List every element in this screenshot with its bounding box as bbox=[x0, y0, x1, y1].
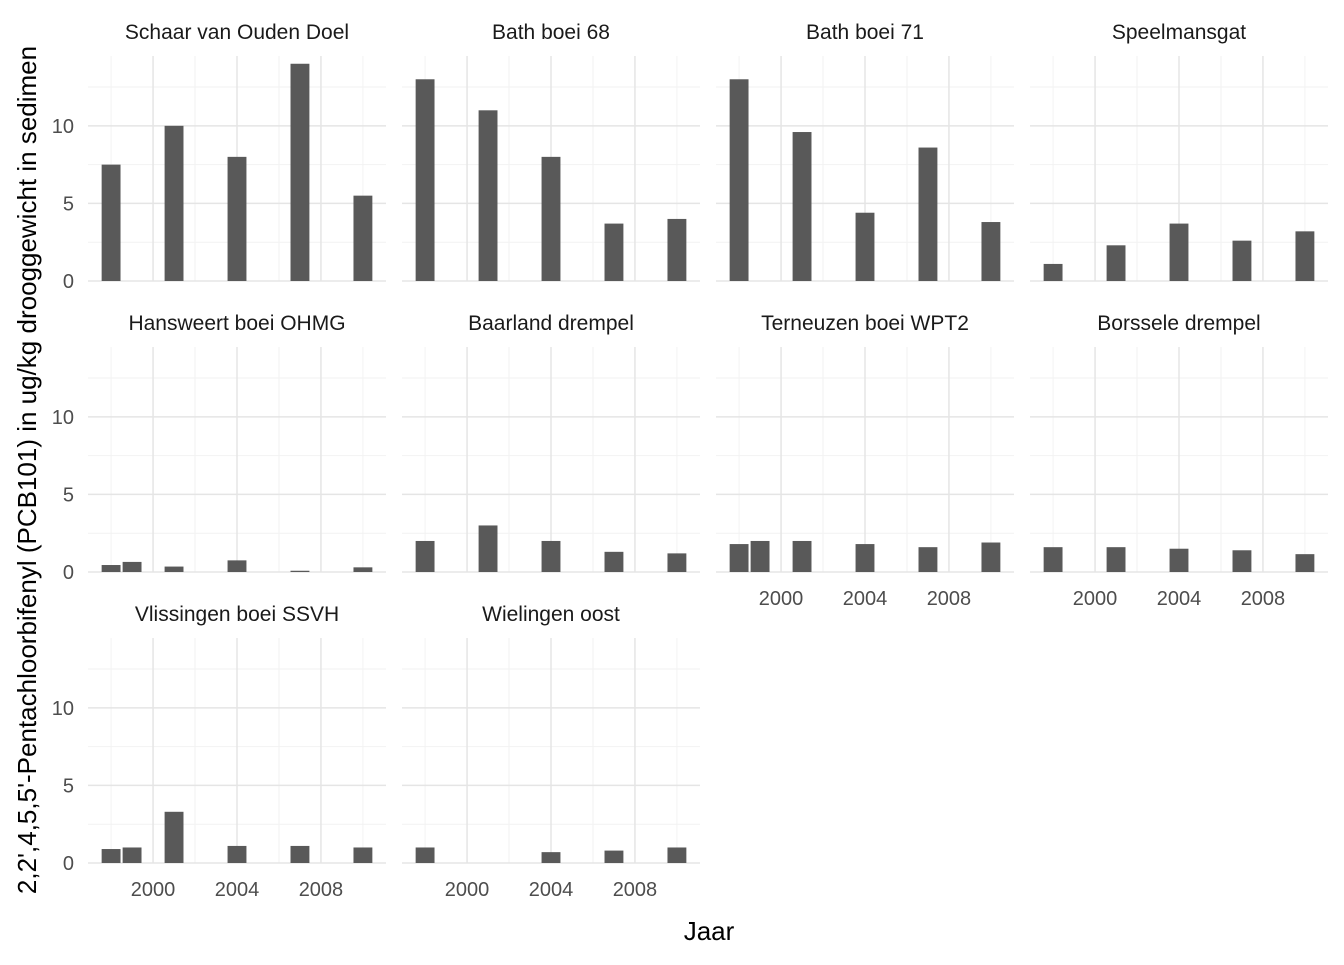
bar bbox=[604, 551, 624, 572]
y-tick-label: 10 bbox=[52, 698, 74, 720]
facet-title: Baarland drempel bbox=[468, 312, 634, 335]
bar bbox=[1295, 231, 1315, 281]
facet-title: Schaar van Ouden Doel bbox=[125, 21, 349, 44]
bar bbox=[792, 540, 812, 572]
x-tick-label: 2000 bbox=[759, 588, 804, 610]
bar bbox=[227, 845, 247, 863]
bar bbox=[353, 567, 373, 572]
y-tick-label: 0 bbox=[63, 271, 74, 293]
bar bbox=[122, 847, 142, 863]
bar bbox=[353, 847, 373, 863]
bar bbox=[227, 156, 247, 281]
bar bbox=[1295, 554, 1315, 572]
x-tick-label: 2008 bbox=[613, 879, 658, 901]
bar bbox=[667, 218, 687, 281]
y-tick-label: 0 bbox=[63, 853, 74, 875]
bar bbox=[541, 156, 561, 281]
x-tick-label: 2004 bbox=[843, 588, 888, 610]
x-tick-label: 2004 bbox=[529, 879, 574, 901]
x-tick-label: 2008 bbox=[927, 588, 972, 610]
bar bbox=[667, 847, 687, 863]
bar bbox=[122, 561, 142, 572]
facet-title: Vlissingen boei SSVH bbox=[135, 603, 339, 626]
bar bbox=[415, 540, 435, 572]
bar bbox=[227, 560, 247, 572]
bar bbox=[164, 566, 184, 572]
bar bbox=[1106, 547, 1126, 572]
bar bbox=[1232, 550, 1252, 572]
panel: Terneuzen boei WPT2 2000 2004 2008 bbox=[716, 312, 1014, 610]
facet-title: Bath boei 68 bbox=[492, 21, 610, 44]
bar bbox=[729, 79, 749, 281]
x-tick-label: 2000 bbox=[131, 879, 176, 901]
x-tick-label: 2004 bbox=[215, 879, 260, 901]
facet-title: Wielingen oost bbox=[482, 603, 620, 626]
y-tick-label: 10 bbox=[52, 116, 74, 138]
bar bbox=[981, 542, 1001, 572]
panel: Baarland drempel bbox=[402, 312, 700, 573]
bar bbox=[101, 849, 121, 863]
bar bbox=[1232, 240, 1252, 281]
facet-title: Hansweert boei OHMG bbox=[128, 312, 345, 335]
bar bbox=[353, 195, 373, 281]
bar bbox=[101, 565, 121, 572]
x-axis-title: Jaar bbox=[684, 916, 735, 946]
bar bbox=[541, 852, 561, 863]
bar bbox=[101, 164, 121, 281]
bar bbox=[164, 125, 184, 282]
panel: Wielingen oost 2000 2004 2008 bbox=[402, 603, 700, 901]
bar bbox=[164, 811, 184, 863]
bar bbox=[667, 553, 687, 572]
panel: Borssele drempel 2000 2004 2008 bbox=[1030, 312, 1328, 610]
bar bbox=[415, 847, 435, 863]
bar bbox=[918, 147, 938, 281]
x-tick-label: 2000 bbox=[445, 879, 490, 901]
bar bbox=[604, 850, 624, 863]
bar bbox=[855, 212, 875, 281]
bar bbox=[1169, 223, 1189, 281]
y-tick-label: 10 bbox=[52, 407, 74, 429]
bar bbox=[290, 845, 310, 863]
bar bbox=[1043, 263, 1063, 281]
panel: Vlissingen boei SSVH 0 5 10 2000 2004 2008 bbox=[52, 603, 386, 901]
bar bbox=[981, 222, 1001, 281]
panel: Bath boei 68 bbox=[402, 21, 700, 282]
facet-title: Bath boei 71 bbox=[806, 21, 924, 44]
bar bbox=[604, 223, 624, 281]
x-tick-label: 2008 bbox=[1241, 588, 1286, 610]
bar bbox=[792, 132, 812, 281]
facet-title: Borssele drempel bbox=[1097, 312, 1260, 335]
y-axis-title: 2,2',4,5,5'-Pentachloorbifenyl (PCB101) … bbox=[12, 46, 42, 894]
bar bbox=[855, 544, 875, 572]
facet-title: Speelmansgat bbox=[1112, 21, 1246, 44]
bar bbox=[415, 79, 435, 281]
bar bbox=[478, 110, 498, 281]
panel: Schaar van Ouden Doel 0 5 10 bbox=[52, 21, 386, 293]
y-tick-label: 5 bbox=[63, 775, 74, 797]
y-tick-label: 5 bbox=[63, 193, 74, 215]
x-tick-label: 2004 bbox=[1157, 588, 1202, 610]
bar bbox=[918, 547, 938, 572]
bar bbox=[729, 544, 749, 572]
panels-layer: Schaar van Ouden Doel 0 5 10 Bath boei 68 Bat… bbox=[52, 21, 1328, 901]
bar bbox=[290, 63, 310, 281]
bar bbox=[290, 570, 310, 572]
bar bbox=[1169, 548, 1189, 572]
x-tick-label: 2000 bbox=[1073, 588, 1118, 610]
bar bbox=[1043, 547, 1063, 572]
x-tick-label: 2008 bbox=[299, 879, 344, 901]
y-tick-label: 5 bbox=[63, 484, 74, 506]
facet-title: Terneuzen boei WPT2 bbox=[761, 312, 969, 335]
panel: Speelmansgat bbox=[1030, 21, 1328, 282]
panel: Bath boei 71 bbox=[716, 21, 1014, 282]
bar bbox=[478, 525, 498, 572]
y-tick-label: 0 bbox=[63, 562, 74, 584]
panel: Hansweert boei OHMG 0 5 10 bbox=[52, 312, 386, 584]
bar bbox=[1106, 245, 1126, 281]
bar bbox=[541, 540, 561, 572]
bar bbox=[750, 540, 770, 572]
